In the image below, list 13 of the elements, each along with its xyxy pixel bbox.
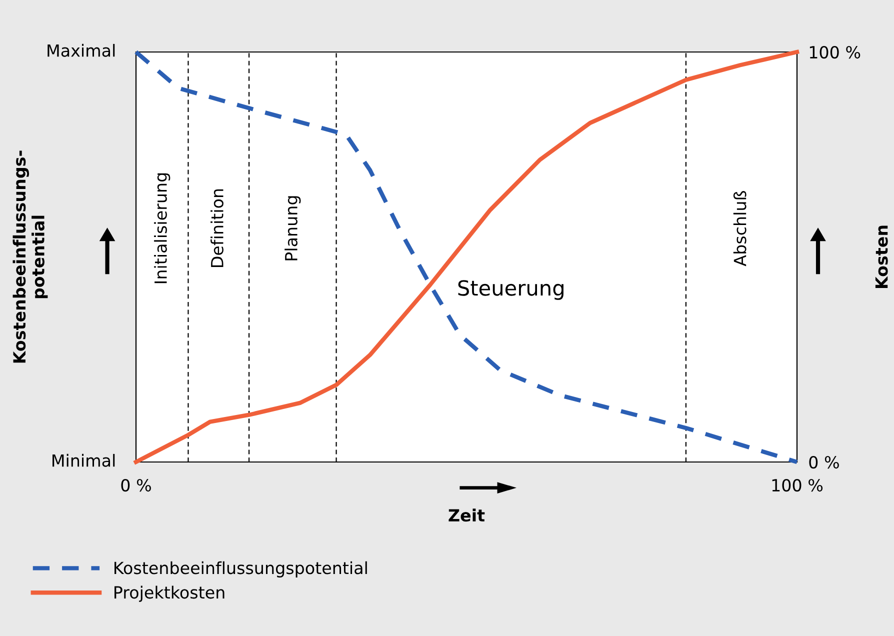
annotation: Abschluß: [733, 191, 746, 266]
annotation: Definition: [210, 189, 224, 268]
text: Kostenbeeinflussungs- potential: [12, 150, 48, 363]
text: Maximal: [48, 44, 115, 57]
line-series: [134, 50, 800, 464]
legend-label: Kostenbeeinflussungspotential: [114, 561, 367, 578]
legend-label: Projektkosten: [114, 586, 224, 602]
annotation: Steuerung: [458, 280, 564, 300]
text: Minimal: [52, 454, 115, 467]
annotation: Planung: [284, 196, 301, 260]
y-axis-title: Kosten: [875, 226, 888, 288]
x-axis-title: Zeit: [448, 508, 485, 522]
annotation: Initialisierung: [154, 173, 170, 284]
